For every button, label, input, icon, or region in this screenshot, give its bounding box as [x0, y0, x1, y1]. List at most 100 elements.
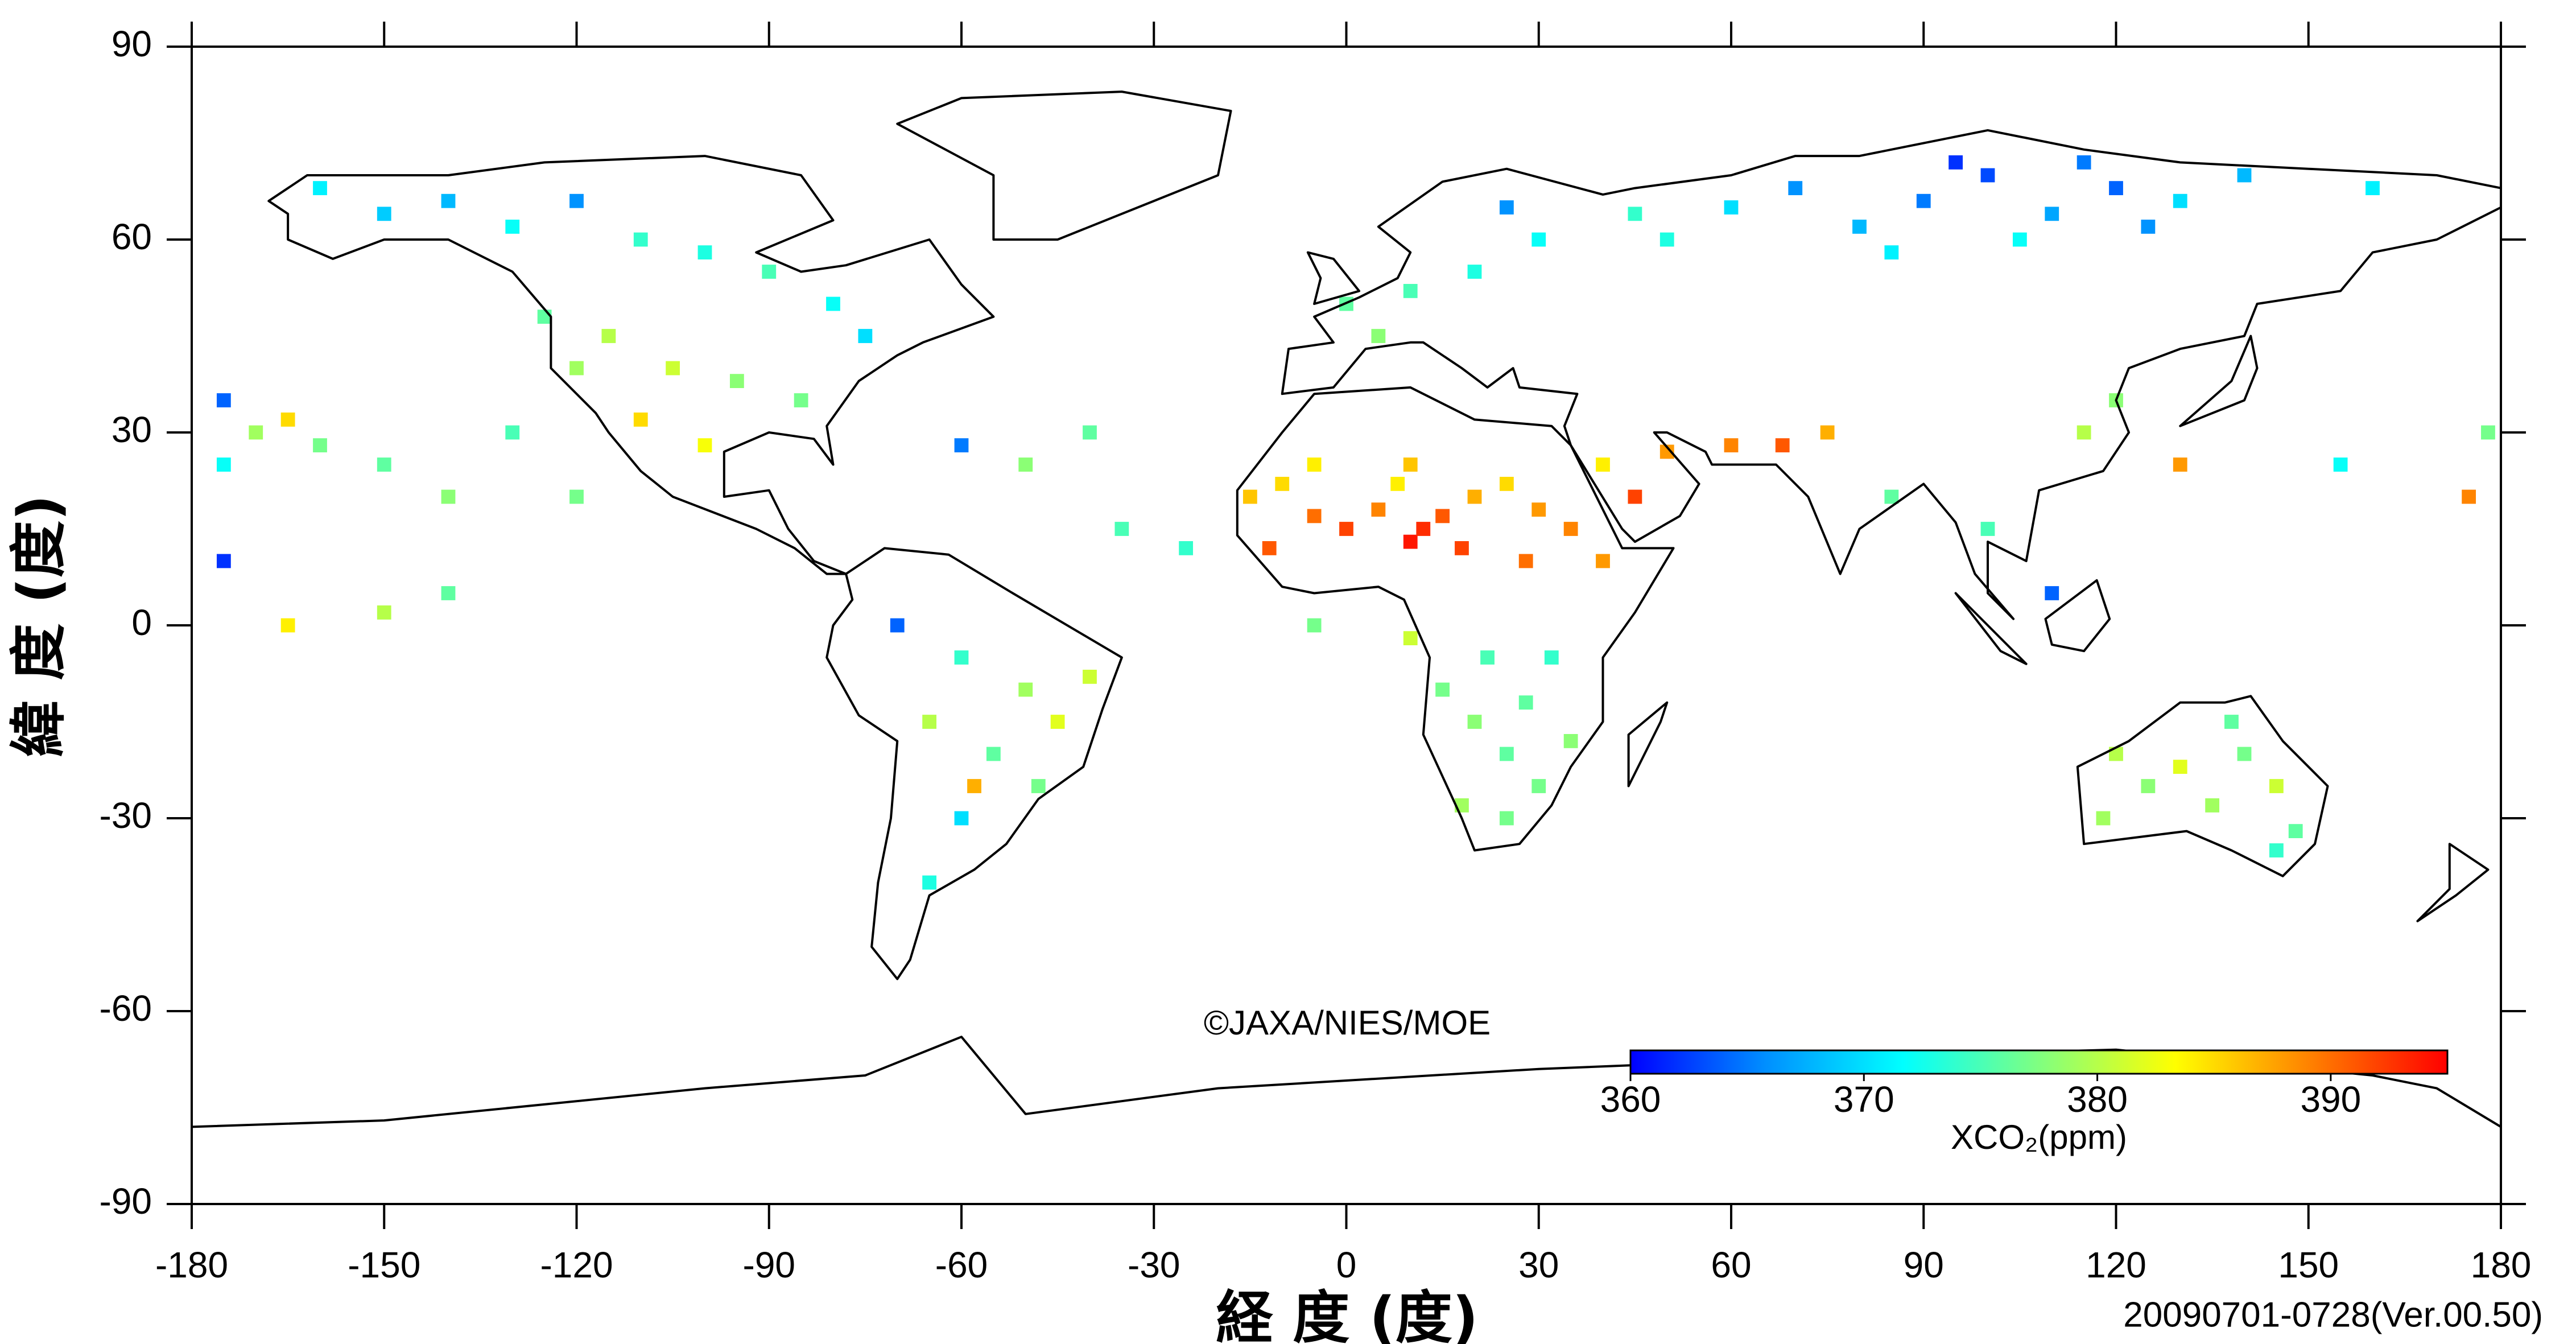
xco2-cell: [377, 457, 391, 472]
xco2-cell: [1980, 168, 1995, 183]
y-tick-label: -30: [100, 795, 152, 836]
coastlines: [191, 90, 2502, 1128]
xco2-cell: [1435, 682, 1450, 697]
xco2-cell: [1499, 811, 1514, 826]
xco2-cell: [216, 457, 231, 472]
xco2-cell: [1531, 779, 1546, 793]
xco2-cell: [1018, 682, 1033, 697]
xco2-cell: [954, 811, 969, 826]
xco2-cell: [1307, 457, 1322, 472]
coastline: [2076, 695, 2329, 877]
xco2-cell: [1724, 438, 1739, 453]
xco2-cell: [1480, 650, 1495, 665]
coastline: [1954, 592, 2028, 665]
coastline: [896, 90, 1232, 241]
xco2-cell: [2012, 232, 2027, 247]
xco2-cell: [1659, 232, 1674, 247]
coastline: [1281, 129, 2502, 620]
xco2-cell: [1455, 541, 1469, 555]
date-version: 20090701-0728(Ver.00.50): [2123, 1295, 2543, 1334]
colorbar: [1629, 1049, 2449, 1075]
xco2-cell: [2224, 715, 2239, 729]
xco2-cell: [1403, 457, 1418, 472]
x-tick-label: 30: [1518, 1244, 1559, 1285]
x-tick-label: 150: [2278, 1244, 2339, 1285]
xco2-cell: [2045, 586, 2059, 600]
x-tick-label: -180: [155, 1244, 228, 1285]
x-tick-label: -90: [743, 1244, 796, 1285]
coastline: [2179, 335, 2259, 427]
colorbar-tick-label: 360: [1600, 1079, 1661, 1120]
xco2-cell: [1563, 522, 1578, 536]
y-tick-label: 90: [112, 23, 152, 64]
xco2-cell: [2096, 811, 2111, 826]
xco2-cell: [1499, 200, 1514, 215]
xco2-cell: [1775, 438, 1790, 453]
xco2-cell: [1628, 207, 1642, 221]
coastline: [267, 155, 995, 575]
y-tick-label: -90: [100, 1181, 152, 1222]
xco2-cell: [1179, 541, 1194, 555]
copyright: ©JAXA/NIES/MOE: [1204, 1004, 1491, 1042]
xco2-cell: [1339, 522, 1353, 536]
xco2-cell: [1820, 425, 1835, 440]
xco2-cell: [2141, 219, 2156, 234]
data-cells: [216, 155, 2495, 890]
xco2-cell: [1307, 618, 1322, 633]
xco2-cell: [1518, 695, 1533, 710]
xco2-cell: [1499, 747, 1514, 761]
colorbar-tick-label: 390: [2300, 1079, 2361, 1120]
xco2-cell: [1018, 457, 1033, 472]
xco2-cell: [1262, 541, 1277, 555]
xco2-cell: [249, 425, 263, 440]
y-tick-label: 60: [112, 216, 152, 257]
coastline: [1627, 701, 1669, 788]
xco2-cell: [1518, 554, 1533, 568]
colorbar-tick-label: 380: [2067, 1079, 2128, 1120]
xco2-cell: [1467, 265, 1482, 279]
xco2-cell: [697, 245, 712, 260]
y-axis-title: 緯 度 (度): [5, 494, 72, 757]
xco2-cell: [2237, 168, 2252, 183]
xco2-cell: [2205, 798, 2220, 813]
xco2-cell: [858, 329, 873, 343]
y-tick-label: -60: [100, 988, 152, 1029]
x-tick-label: 120: [2086, 1244, 2146, 1285]
x-axis-title: 経 度 (度): [1216, 1284, 1478, 1344]
xco2-cell: [1371, 329, 1386, 343]
xco2-cell: [1596, 554, 1610, 568]
xco2-cell: [1242, 489, 1257, 504]
xco2-cell: [2237, 747, 2252, 761]
xco2-cell: [1884, 245, 1899, 260]
coastline: [825, 547, 1123, 980]
xco2-cell: [1416, 522, 1431, 536]
coastline: [2044, 579, 2111, 653]
xco2-cell: [1544, 650, 1559, 665]
xco2-cell: [1403, 534, 1418, 549]
xco2-cell: [569, 193, 584, 208]
x-tick-label: -60: [935, 1244, 988, 1285]
coastline: [1306, 251, 1361, 305]
xco2-cell: [1403, 631, 1418, 646]
xco2-cell: [1788, 181, 1803, 196]
xco2-cell: [826, 296, 840, 311]
xco2-cell: [1499, 476, 1514, 491]
xco2-cell: [1114, 522, 1129, 536]
xco2-cell: [569, 489, 584, 504]
xco2-cell: [505, 219, 520, 234]
xco2-cell: [729, 374, 744, 389]
xco2-cell: [1467, 489, 1482, 504]
xco2-cell: [1050, 715, 1065, 729]
xco2-cell: [569, 361, 584, 376]
xco2-cell: [280, 412, 295, 427]
xco2-cell: [2269, 779, 2284, 793]
xco2-cell: [1916, 193, 1931, 208]
y-tick-label: 0: [131, 602, 152, 643]
xco2-cell: [2109, 181, 2123, 196]
xco2-cell: [697, 438, 712, 453]
xco2-cell: [633, 232, 648, 247]
coastline: [191, 1036, 2502, 1128]
xco2-cell: [2173, 457, 2187, 472]
